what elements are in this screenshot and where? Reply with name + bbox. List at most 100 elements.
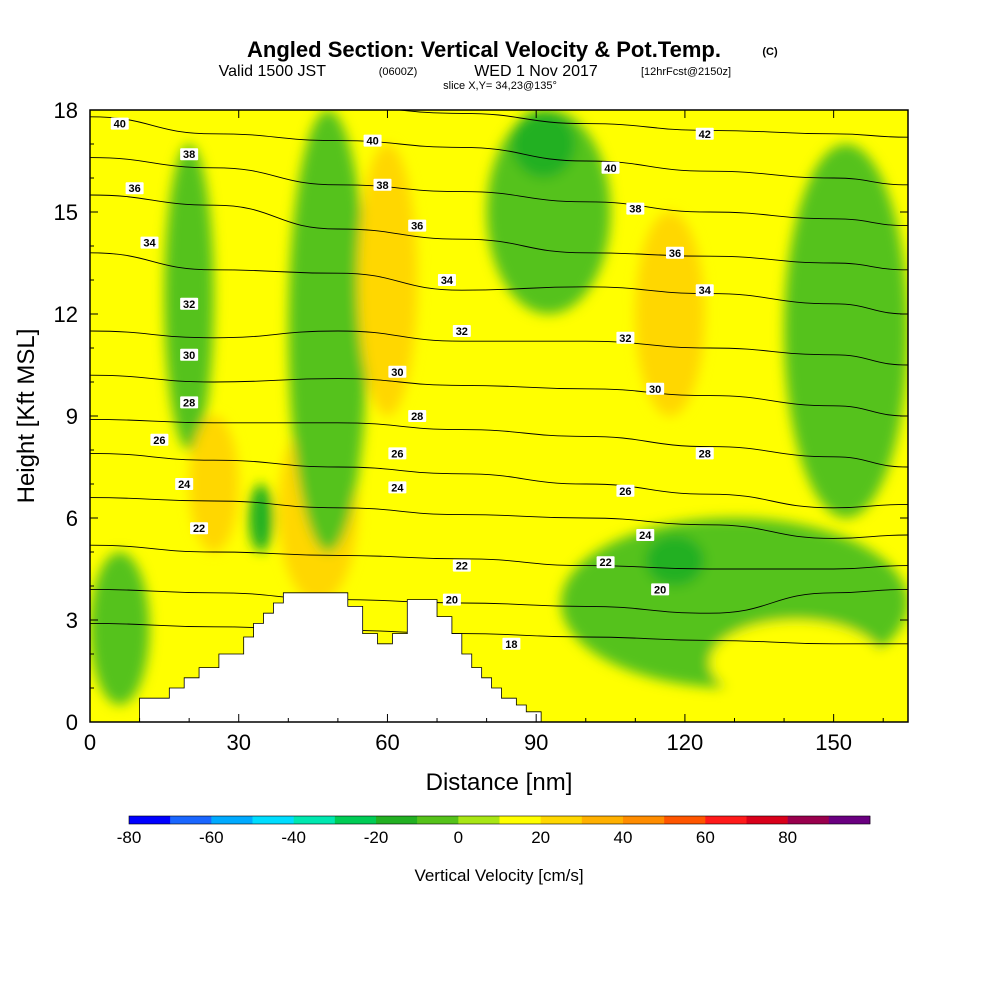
colorbar-tick-label: -60 bbox=[199, 828, 224, 847]
plot-area: 40 38 36 34 32 30 28 26 24 22 40 38 36 34 32 30 28 26 24 22… bbox=[90, 110, 908, 722]
svg-text:38: 38 bbox=[183, 149, 195, 161]
svg-text:30: 30 bbox=[649, 384, 661, 396]
colorbar-swatch bbox=[623, 816, 665, 824]
colorbar-tick-label: -40 bbox=[281, 828, 306, 847]
svg-text:40: 40 bbox=[604, 163, 616, 175]
contour-label: 30 bbox=[388, 365, 407, 379]
svg-text:34: 34 bbox=[441, 275, 454, 287]
contour-label: 22 bbox=[190, 522, 209, 535]
contour-label: 26 bbox=[150, 433, 169, 447]
svg-text:28: 28 bbox=[699, 448, 711, 460]
svg-text:38: 38 bbox=[376, 180, 388, 192]
svg-text:24: 24 bbox=[178, 479, 191, 491]
contour-label: 34 bbox=[437, 274, 456, 287]
contour-label: 36 bbox=[665, 246, 684, 260]
colorbar-swatch bbox=[129, 816, 171, 824]
colorbar-tick-label: 80 bbox=[778, 828, 797, 847]
svg-text:42: 42 bbox=[699, 129, 711, 141]
theta-contour-42 bbox=[395, 110, 908, 138]
theta-contour-24 bbox=[90, 497, 908, 539]
contour-label: 38 bbox=[373, 178, 392, 192]
svg-text:36: 36 bbox=[128, 183, 140, 195]
valid-time: Valid 1500 JST bbox=[219, 63, 327, 80]
colorbar-swatch bbox=[334, 816, 377, 824]
svg-text:26: 26 bbox=[153, 435, 165, 447]
contour-label: 20 bbox=[442, 593, 461, 607]
valid-utc: (0600Z) bbox=[379, 66, 418, 78]
velocity-region-14 bbox=[90, 552, 150, 705]
y-tick-label: 9 bbox=[66, 404, 78, 429]
y-tick-label: 12 bbox=[54, 302, 78, 327]
svg-text:38: 38 bbox=[629, 204, 641, 216]
x-tick-label: 0 bbox=[84, 730, 96, 755]
forecast-info: [12hrFcst@2150z] bbox=[641, 66, 731, 78]
contour-label: 30 bbox=[646, 382, 665, 396]
title-unit: (C) bbox=[762, 46, 778, 58]
contour-label: 34 bbox=[140, 236, 159, 250]
contour-label: 24 bbox=[388, 481, 407, 494]
velocity-region-8 bbox=[164, 144, 214, 450]
svg-text:34: 34 bbox=[699, 285, 712, 297]
contour-label: 32 bbox=[180, 297, 199, 311]
theta-contour-20 bbox=[90, 588, 908, 614]
theta-contour-18 bbox=[90, 622, 908, 645]
y-tick-label: 18 bbox=[54, 98, 78, 123]
contour-label: 32 bbox=[452, 325, 471, 338]
contour-label: 18 bbox=[502, 637, 521, 651]
contour-label: 28 bbox=[180, 396, 199, 409]
colorbar-label: Vertical Velocity [cm/s] bbox=[414, 866, 583, 885]
theta-contour-36 bbox=[90, 194, 908, 271]
contour-label: 38 bbox=[180, 148, 199, 161]
svg-text:24: 24 bbox=[391, 482, 404, 494]
svg-text:32: 32 bbox=[456, 326, 468, 338]
contour-label: 26 bbox=[388, 447, 407, 460]
contour-label: 38 bbox=[626, 202, 645, 216]
theta-contour-34 bbox=[90, 252, 908, 315]
colorbar-swatch bbox=[746, 816, 788, 824]
velocity-region-7 bbox=[645, 535, 705, 586]
svg-text:24: 24 bbox=[639, 530, 652, 542]
velocity-region-5 bbox=[635, 212, 705, 416]
svg-text:20: 20 bbox=[654, 584, 666, 596]
colorbar-swatch bbox=[252, 816, 294, 824]
velocity-region-4 bbox=[357, 144, 418, 416]
x-tick-label: 60 bbox=[375, 730, 399, 755]
svg-text:36: 36 bbox=[669, 248, 681, 260]
contour-label: 40 bbox=[601, 161, 620, 175]
colorbar-swatch bbox=[376, 816, 418, 824]
x-axis: 0 30 60 90 120 150 bbox=[84, 110, 884, 755]
svg-text:30: 30 bbox=[183, 350, 195, 362]
contour-label: 40 bbox=[363, 134, 382, 148]
velocity-region-11 bbox=[511, 110, 576, 178]
colorbar: -80 -60 -40 -20 0 20 40 60 80 bbox=[117, 815, 871, 847]
x-tick-label: 150 bbox=[815, 730, 852, 755]
valid-date: WED 1 Nov 2017 bbox=[474, 63, 598, 80]
colorbar-tick-label: -80 bbox=[117, 828, 142, 847]
y-tick-label: 0 bbox=[66, 710, 78, 735]
theta-contour-26 bbox=[90, 452, 908, 509]
velocity-region-9 bbox=[784, 144, 908, 518]
svg-text:18: 18 bbox=[505, 639, 517, 651]
contour-label: 36 bbox=[125, 182, 144, 195]
contour-label: 32 bbox=[616, 331, 635, 345]
contour-label: 30 bbox=[180, 348, 199, 362]
velocity-region-15 bbox=[248, 484, 274, 552]
svg-text:40: 40 bbox=[366, 136, 378, 148]
colorbar-swatch bbox=[211, 816, 253, 824]
svg-text:32: 32 bbox=[619, 333, 631, 345]
svg-text:22: 22 bbox=[599, 557, 611, 569]
contour-label: 24 bbox=[175, 478, 194, 491]
colorbar-swatch bbox=[664, 816, 706, 824]
theta-contour-32 bbox=[90, 330, 908, 366]
theta-contour-40 bbox=[90, 116, 908, 186]
colorbar-swatch bbox=[458, 816, 500, 824]
colorbar-swatch bbox=[581, 816, 624, 824]
colorbar-swatch bbox=[170, 816, 212, 824]
contour-label: 28 bbox=[408, 410, 427, 423]
contour-label: 22 bbox=[452, 559, 471, 573]
terrain bbox=[90, 592, 908, 722]
theta-contours bbox=[90, 110, 908, 645]
colorbar-swatch bbox=[499, 816, 541, 824]
